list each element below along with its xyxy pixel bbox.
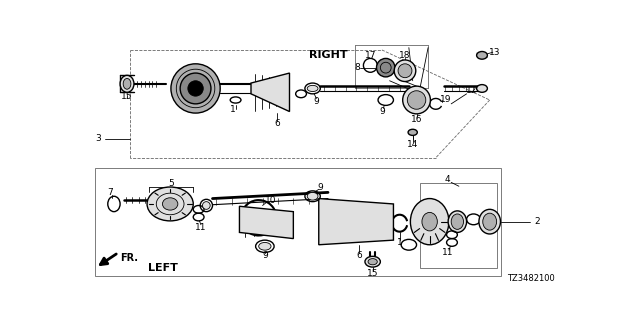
Ellipse shape (147, 187, 193, 221)
Text: 4: 4 (445, 175, 450, 184)
Ellipse shape (477, 84, 488, 92)
Ellipse shape (376, 59, 395, 77)
Ellipse shape (483, 213, 497, 230)
Ellipse shape (259, 243, 271, 250)
Ellipse shape (477, 52, 488, 59)
Ellipse shape (410, 198, 449, 245)
Polygon shape (251, 73, 289, 112)
Ellipse shape (163, 198, 178, 210)
Ellipse shape (422, 212, 437, 231)
Text: 5: 5 (168, 179, 174, 188)
Ellipse shape (407, 91, 426, 109)
Bar (420, 183, 497, 268)
Ellipse shape (123, 78, 131, 89)
Text: 1: 1 (230, 105, 236, 114)
Text: 15: 15 (367, 269, 378, 278)
Ellipse shape (408, 129, 417, 135)
Ellipse shape (368, 259, 378, 265)
Text: 6: 6 (275, 119, 280, 128)
Text: 19: 19 (440, 95, 452, 105)
Text: 9: 9 (314, 97, 319, 106)
Text: 18: 18 (399, 51, 411, 60)
Ellipse shape (188, 81, 204, 96)
Ellipse shape (403, 86, 431, 114)
Polygon shape (239, 206, 293, 239)
Ellipse shape (365, 256, 380, 267)
Text: RIGHT: RIGHT (308, 50, 348, 60)
Text: 8: 8 (355, 63, 360, 72)
Polygon shape (319, 198, 394, 245)
Text: 1: 1 (397, 238, 403, 247)
Text: 9: 9 (379, 107, 385, 116)
Text: 16: 16 (411, 115, 422, 124)
Ellipse shape (307, 192, 318, 200)
Text: 12: 12 (467, 86, 477, 95)
Ellipse shape (398, 64, 412, 78)
Text: LEFT: LEFT (147, 263, 177, 273)
Ellipse shape (307, 85, 318, 92)
Ellipse shape (180, 73, 211, 104)
Text: 11: 11 (442, 248, 453, 257)
Text: 2: 2 (534, 217, 540, 226)
Text: TZ3482100: TZ3482100 (508, 274, 555, 283)
Text: 17: 17 (365, 51, 376, 60)
Text: FR.: FR. (120, 253, 138, 263)
Ellipse shape (479, 209, 500, 234)
Ellipse shape (171, 64, 220, 113)
Text: 15: 15 (122, 92, 132, 101)
Text: 9: 9 (262, 251, 268, 260)
Text: 10: 10 (264, 196, 276, 204)
Text: 7: 7 (108, 188, 113, 197)
Ellipse shape (394, 60, 416, 82)
Text: 11: 11 (195, 222, 207, 232)
Ellipse shape (451, 214, 463, 229)
Bar (95, 168, 501, 276)
Text: 13: 13 (490, 48, 501, 57)
Text: 3: 3 (95, 134, 101, 143)
Text: 14: 14 (407, 140, 419, 149)
Text: 9: 9 (317, 182, 323, 191)
Ellipse shape (120, 75, 134, 92)
Text: 6: 6 (356, 251, 362, 260)
Ellipse shape (202, 202, 210, 209)
Ellipse shape (448, 211, 467, 232)
